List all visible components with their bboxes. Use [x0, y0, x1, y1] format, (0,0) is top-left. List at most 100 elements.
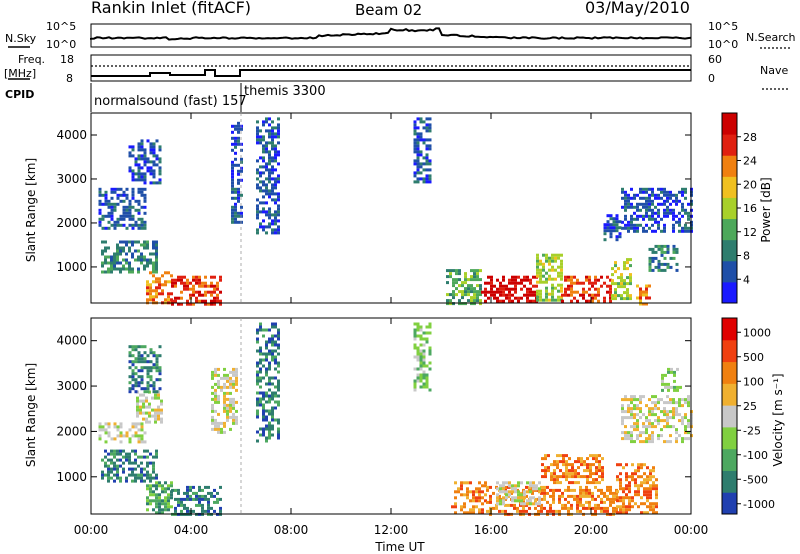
heatmap-cell — [636, 193, 639, 197]
heatmap-cell — [152, 274, 155, 278]
heatmap-cell — [271, 228, 274, 232]
heatmap-cell — [504, 485, 507, 489]
heatmap-cell — [155, 246, 158, 250]
heatmap-cell — [231, 175, 234, 179]
heatmap-cell — [186, 287, 189, 291]
heatmap-cell — [271, 222, 274, 226]
heatmap-cell — [128, 345, 132, 349]
heatmap-cell — [214, 382, 217, 386]
heatmap-cell — [681, 440, 684, 444]
heatmap-cell — [554, 277, 557, 281]
heatmap-cell — [643, 493, 646, 497]
heatmap-cell — [143, 187, 147, 191]
heatmap-cell — [484, 493, 487, 497]
heatmap-cell — [502, 481, 505, 485]
heatmap-cell — [511, 487, 514, 491]
heatmap-cell — [559, 475, 562, 479]
heatmap-cell — [134, 178, 138, 182]
heatmap-cell — [217, 427, 220, 431]
heatmap-cell — [630, 398, 633, 402]
heatmap-cell — [158, 366, 162, 370]
heatmap-cell — [639, 202, 642, 206]
heatmap-cell — [101, 217, 105, 221]
heatmap-cell — [146, 464, 149, 468]
heatmap-cell — [146, 264, 149, 268]
heatmap-cell — [579, 497, 582, 501]
heatmap-cell — [651, 190, 654, 194]
heatmap-cell — [271, 231, 274, 235]
heatmap-cell — [616, 490, 619, 494]
freq-tick-top: 18 — [60, 53, 74, 66]
heatmap-cell — [125, 479, 128, 483]
heatmap-cell — [171, 281, 174, 285]
heatmap-cell — [504, 503, 507, 507]
heatmap-cell — [475, 496, 478, 500]
heatmap-cell — [207, 503, 210, 507]
heatmap-cell — [484, 299, 487, 303]
heatmap-cell — [648, 413, 651, 417]
heatmap-cell — [274, 334, 277, 338]
heatmap-cell — [143, 211, 147, 215]
heatmap-cell — [534, 506, 537, 510]
heatmap-cell — [526, 490, 529, 494]
heatmap-cell — [256, 183, 259, 187]
heatmap-cell — [473, 272, 476, 276]
heatmap-cell — [570, 287, 573, 291]
heatmap-cell — [640, 511, 643, 515]
heatmap-cell — [630, 425, 633, 429]
heatmap-cell — [234, 190, 237, 194]
heatmap-cell — [505, 481, 508, 485]
heatmap-cell — [277, 210, 280, 214]
heatmap-cell — [643, 487, 646, 491]
heatmap-cell — [570, 278, 573, 282]
heatmap-cell — [539, 277, 542, 281]
heatmap-cell — [651, 413, 654, 417]
heatmap-cell — [271, 171, 274, 175]
heatmap-cell — [523, 278, 526, 282]
heatmap-cell — [551, 283, 554, 287]
heatmap-cell — [556, 466, 559, 470]
heatmap-cell — [657, 202, 660, 206]
heatmap-cell — [568, 481, 571, 485]
heatmap-cell — [618, 235, 622, 239]
heatmap-cell — [472, 499, 475, 503]
heatmap-cell — [651, 256, 655, 260]
heatmap-cell — [140, 220, 144, 224]
heatmap-cell — [422, 376, 426, 380]
heatmap-cell — [237, 163, 240, 167]
heatmap-cell — [591, 494, 594, 498]
heatmap-cell — [615, 491, 618, 495]
heatmap-cell — [180, 503, 183, 507]
heatmap-cell — [626, 267, 629, 271]
heatmap-cell — [588, 299, 591, 303]
heatmap-cell — [113, 267, 116, 271]
heatmap-cell — [551, 286, 554, 290]
heatmap-cell — [146, 387, 150, 391]
heatmap-cell — [576, 281, 579, 285]
heatmap-cell — [614, 297, 617, 301]
heatmap-cell — [262, 376, 265, 380]
heatmap-cell — [550, 478, 553, 482]
heatmap-cell — [633, 407, 636, 411]
heatmap-cell — [630, 223, 633, 227]
heatmap-cell — [152, 455, 155, 459]
heatmap-cell — [101, 240, 104, 244]
heatmap-cell — [561, 293, 564, 297]
heatmap-cell — [274, 219, 277, 223]
heatmap-cell — [158, 166, 162, 170]
heatmap-cell — [271, 322, 274, 326]
freq-label: Freq. — [18, 53, 45, 66]
heatmap-cell — [131, 196, 135, 200]
heatmap-cell — [520, 296, 523, 300]
heatmap-cell — [122, 223, 126, 227]
heatmap-cell — [425, 337, 429, 341]
heatmap-cell — [416, 147, 420, 151]
heatmap-cell — [660, 410, 663, 414]
heatmap-cell — [125, 431, 129, 435]
heatmap-cell — [160, 399, 163, 403]
colorbar-segment — [722, 318, 737, 341]
heatmap-cell — [624, 202, 627, 206]
heatmap-cell — [413, 331, 417, 335]
heatmap-cell — [237, 136, 240, 140]
heatmap-cell — [478, 487, 481, 491]
